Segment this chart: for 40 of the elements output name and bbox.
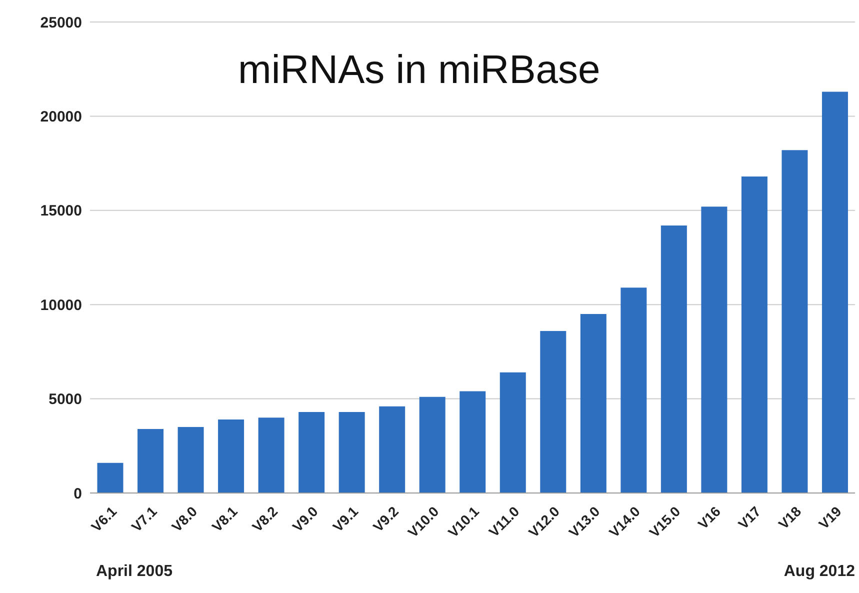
bar	[97, 462, 124, 493]
bar	[701, 206, 728, 493]
bar	[660, 225, 687, 493]
y-tick-label: 0	[74, 485, 82, 502]
bar	[178, 427, 204, 493]
text: April 2005	[96, 563, 172, 581]
x-tick-label: V6.1	[88, 503, 120, 535]
y-tick-label: 15000	[40, 202, 82, 220]
bar	[500, 372, 526, 493]
y-tick-label: 25000	[40, 14, 82, 32]
x-tick-label: V9.0	[289, 503, 322, 535]
bar	[460, 391, 486, 493]
bar	[258, 418, 284, 493]
bar	[741, 176, 768, 493]
x-tick-label: V8.2	[248, 503, 281, 535]
bar	[298, 412, 325, 493]
bar	[218, 420, 244, 493]
x-tick-label: V8.0	[168, 503, 200, 535]
x-tick-label: V8.1	[208, 503, 241, 535]
text: miRNAs in miRBase	[238, 48, 600, 93]
x-tick-label: V17	[734, 503, 764, 532]
bar	[782, 150, 808, 493]
bar	[620, 288, 647, 493]
x-tick-label: V9.2	[370, 503, 402, 535]
bar	[540, 330, 566, 493]
y-tick-label: 10000	[40, 296, 82, 314]
bar	[138, 428, 164, 493]
bar	[379, 406, 406, 493]
bar	[338, 412, 365, 493]
x-tick-label: V7.1	[128, 503, 160, 535]
bar	[822, 92, 848, 493]
x-tick-label: V16	[694, 503, 724, 532]
bar	[419, 396, 446, 493]
x-tick-label: V19	[815, 503, 844, 532]
x-tick-label: V9.1	[330, 503, 362, 535]
y-tick-label: 20000	[40, 108, 82, 126]
y-tick-label: 5000	[48, 391, 82, 408]
text: Aug 2012	[784, 563, 855, 581]
bar	[580, 314, 606, 493]
x-tick-label: V18	[775, 503, 804, 532]
